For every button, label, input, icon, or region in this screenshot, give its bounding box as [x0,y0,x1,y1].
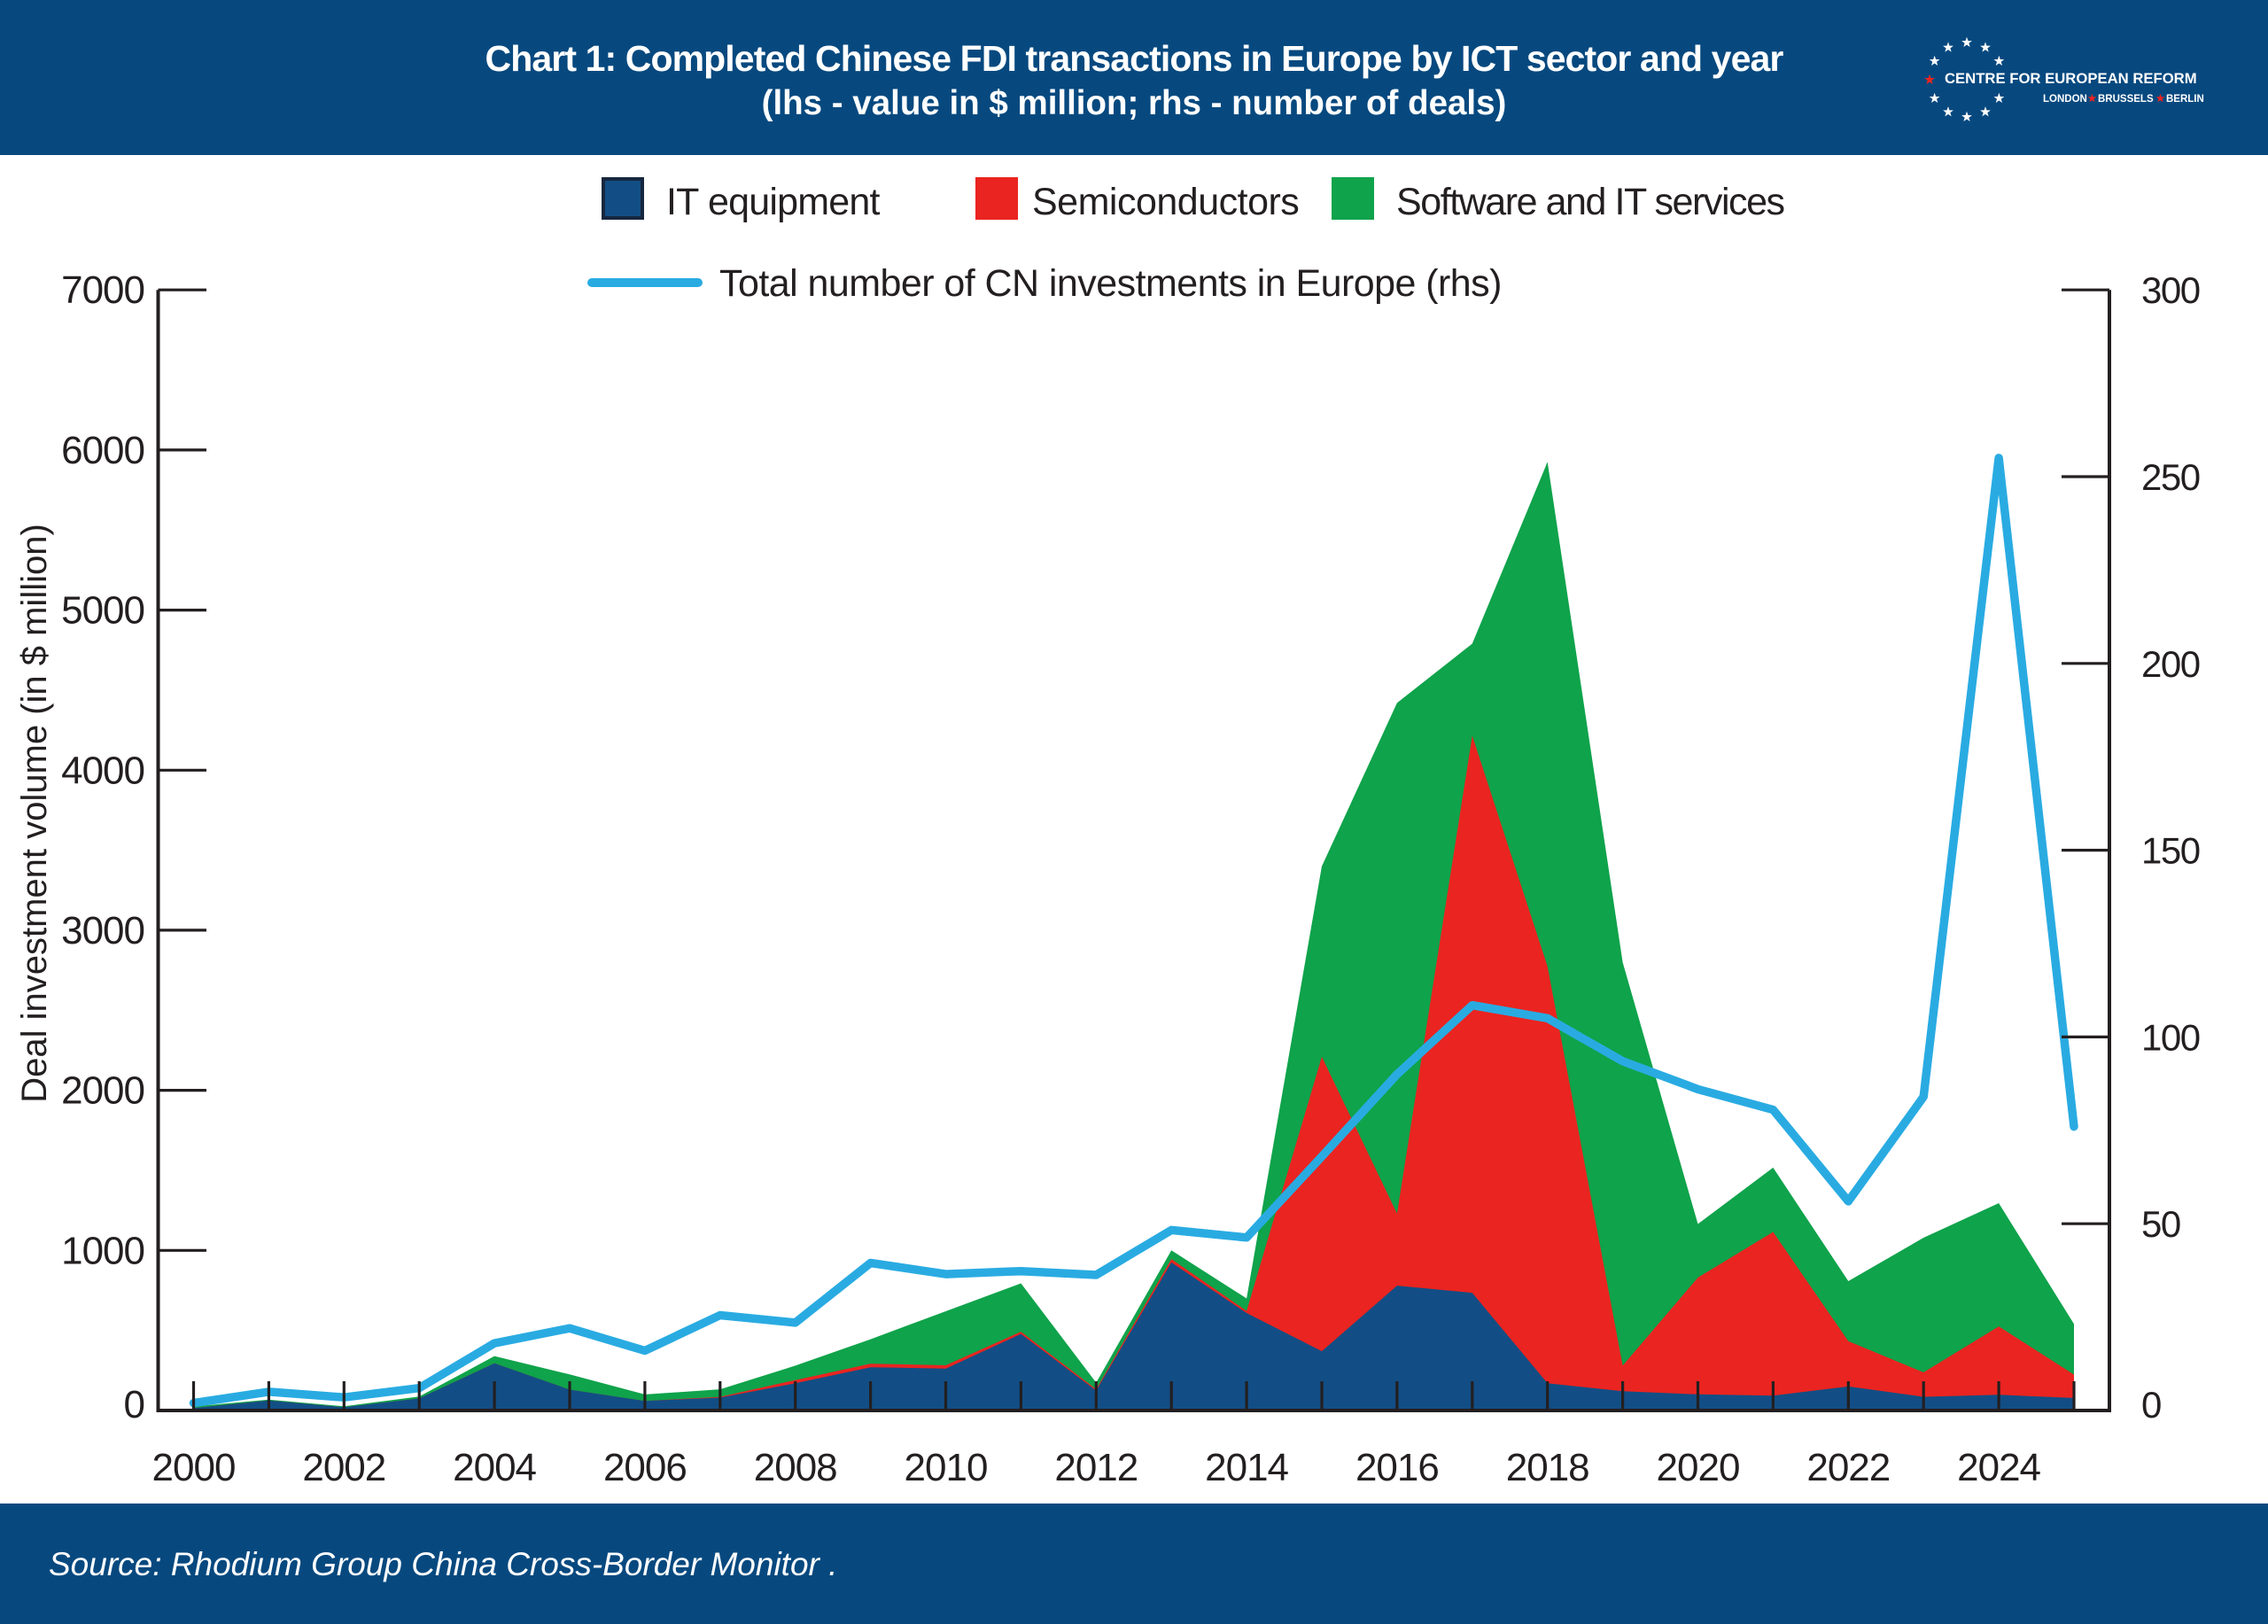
svg-text:2000: 2000 [152,1446,236,1489]
svg-text:2024: 2024 [1957,1446,2040,1489]
svg-text:2006: 2006 [603,1446,687,1489]
svg-text:300: 300 [2141,269,2200,311]
svg-text:250: 250 [2141,456,2200,498]
svg-text:200: 200 [2141,643,2200,685]
svg-text:2014: 2014 [1205,1446,1288,1489]
svg-text:0: 0 [124,1383,144,1426]
svg-text:5000: 5000 [61,589,144,633]
svg-text:Deal investment volume (in $ m: Deal investment volume (in $ million) [15,524,54,1103]
svg-text:3000: 3000 [61,909,144,952]
svg-text:7000: 7000 [61,268,144,312]
svg-text:BRUSSELS: BRUSSELS [2098,94,2154,105]
svg-text:LONDON: LONDON [2043,94,2087,105]
svg-text:2018: 2018 [1506,1446,1589,1489]
svg-text:2004: 2004 [453,1446,536,1489]
svg-text:150: 150 [2141,830,2200,872]
svg-text:2022: 2022 [1806,1446,1890,1489]
svg-text:100: 100 [2141,1016,2200,1058]
svg-text:50: 50 [2141,1203,2180,1245]
svg-text:2020: 2020 [1657,1446,1740,1489]
svg-text:2008: 2008 [754,1446,837,1489]
svg-text:2012: 2012 [1054,1446,1138,1489]
svg-text:4000: 4000 [61,749,144,792]
svg-text:6000: 6000 [61,429,144,472]
svg-text:2016: 2016 [1355,1446,1439,1489]
svg-text:0: 0 [2141,1384,2161,1426]
svg-text:CENTRE FOR EUROPEAN REFORM: CENTRE FOR EUROPEAN REFORM [1945,70,2197,87]
svg-text:2002: 2002 [302,1446,385,1489]
svg-text:1000: 1000 [61,1229,144,1272]
svg-text:2010: 2010 [905,1446,988,1489]
svg-text:2000: 2000 [61,1069,144,1113]
svg-text:BERLIN: BERLIN [2166,94,2204,105]
